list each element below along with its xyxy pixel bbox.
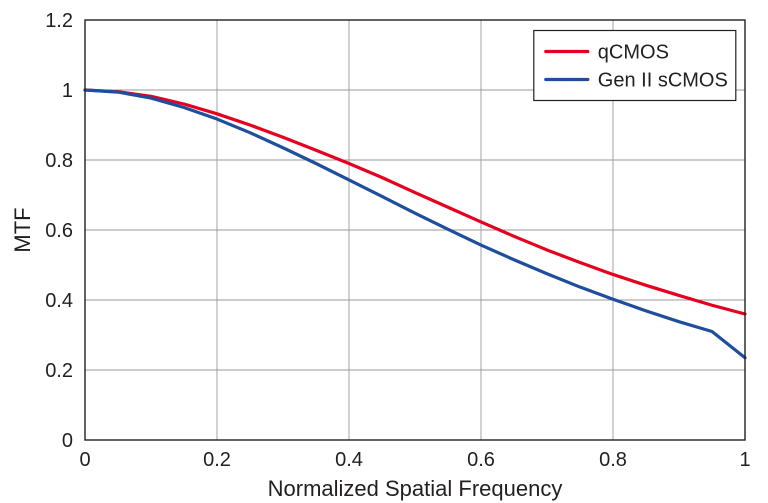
x-tick-label: 0.4 [335,449,363,471]
legend-label: Gen II sCMOS [598,70,728,92]
x-axis-label: Normalized Spatial Frequency [268,476,563,501]
x-tick-label: 0.8 [599,449,627,471]
y-axis-label: MTF [10,207,35,252]
y-tick-label: 1 [62,80,73,102]
y-tick-label: 0 [62,430,73,452]
y-tick-label: 1.2 [45,10,73,32]
y-tick-label: 0.2 [45,360,73,382]
x-tick-label: 0.2 [203,449,231,471]
legend-label: qCMOS [598,42,669,64]
x-tick-label: 0.6 [467,449,495,471]
mtf-chart: 0 0.2 0.4 0.6 0.8 1 0 0.2 0.4 0.6 0.8 1 1.2 Normalize… [0,0,768,503]
y-tick-label: 0.4 [45,290,73,312]
y-tick-label: 0.8 [45,150,73,172]
y-tick-label: 0.6 [45,220,73,242]
x-tick-label: 0 [79,449,90,471]
x-tick-label: 1 [739,449,750,471]
